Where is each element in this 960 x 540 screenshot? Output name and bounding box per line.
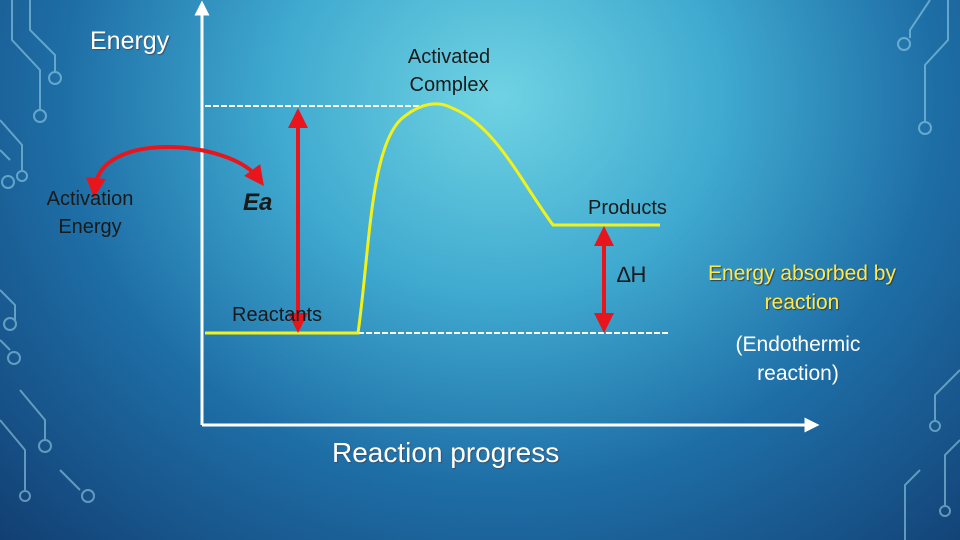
endothermic-line2: reaction) <box>757 362 839 385</box>
activation-energy-label: Activation Energy <box>46 188 134 238</box>
activation-link-arrow <box>85 145 264 198</box>
ea-label: Ea <box>243 189 273 216</box>
energy-absorbed-line2: reaction <box>764 291 840 314</box>
products-label: Products <box>588 197 667 219</box>
energy-absorbed-line1: Energy absorbed by <box>708 262 896 285</box>
delta-h-label: ∆H <box>617 262 647 287</box>
reaction-progress-label: Reaction progress <box>332 437 560 468</box>
energy-axis-label: Energy <box>90 27 170 55</box>
endothermic-line1: (Endothermic <box>735 333 861 356</box>
activated-complex-label: Activated Complex <box>407 46 491 96</box>
reaction-energy-curve <box>205 102 660 335</box>
reactants-label: Reactants <box>232 304 323 326</box>
